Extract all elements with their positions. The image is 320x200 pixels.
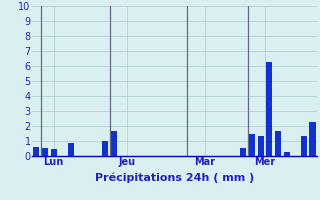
Bar (102, 141, 108, 156)
Bar (33, 147, 39, 156)
Bar (301, 136, 307, 156)
Bar (111, 131, 117, 156)
X-axis label: Précipitations 24h ( mm ): Précipitations 24h ( mm ) (95, 173, 254, 183)
Bar (275, 131, 281, 156)
Bar (309, 121, 316, 156)
Bar (258, 136, 264, 156)
Bar (68, 142, 74, 156)
Bar (240, 148, 246, 156)
Bar (266, 62, 272, 156)
Bar (51, 148, 57, 156)
Bar (249, 134, 255, 156)
Bar (284, 152, 290, 156)
Bar (42, 148, 48, 156)
